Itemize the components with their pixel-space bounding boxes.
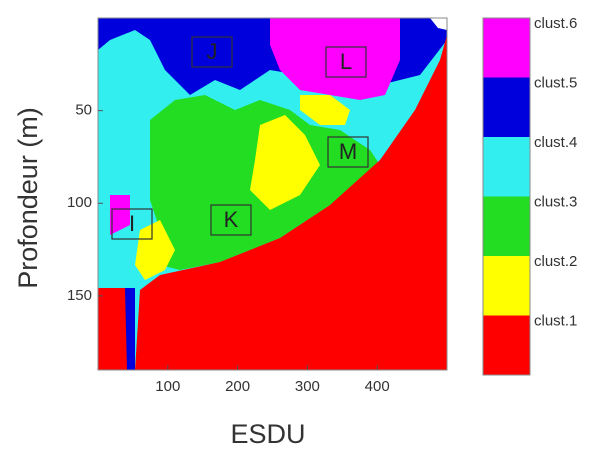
annotation-box [111, 208, 153, 240]
annotation-box [325, 46, 367, 78]
y-tick-label: 150 [67, 287, 92, 304]
cluster-region [135, 220, 175, 280]
cluster-map [97, 17, 448, 371]
plot-frame [97, 17, 448, 371]
colorbar-label: clust.1 [534, 312, 577, 329]
colorbar-swatch [483, 137, 530, 197]
colorbar-swatch [483, 196, 530, 256]
cluster-region [98, 288, 127, 370]
colorbar-label: clust.6 [534, 15, 577, 32]
cluster-region [125, 288, 135, 370]
colorbar-frame [482, 17, 531, 376]
annotation-box [210, 204, 252, 236]
x-axis-label: ESDU [230, 419, 305, 449]
y-tick-label: 50 [75, 102, 92, 119]
cluster-region [110, 195, 130, 235]
annotation: I [129, 211, 135, 236]
cluster-region [190, 140, 240, 205]
colorbar-swatch [483, 315, 530, 375]
cluster-region [135, 35, 447, 370]
colorbar-swatch [483, 18, 530, 78]
colorbar-label: clust.4 [534, 134, 577, 151]
y-axis-label: Profondeur (m) [13, 107, 43, 289]
x-tick-label: 400 [365, 378, 390, 395]
x-tick-label: 100 [155, 378, 180, 395]
x-tick-label: 200 [225, 378, 250, 395]
cluster-region [430, 18, 447, 30]
cluster-region [300, 95, 350, 125]
cluster-region [250, 115, 320, 210]
colorbar-label: clust.3 [534, 193, 577, 210]
y-tick-label: 100 [67, 194, 92, 211]
annotation: J [207, 39, 218, 64]
annotation-box [327, 136, 369, 168]
colorbar-label: clust.2 [534, 253, 577, 270]
x-tick-label: 300 [295, 378, 320, 395]
colorbar-label: clust.5 [534, 74, 577, 91]
annotation-box [191, 36, 233, 68]
annotation: K [224, 207, 239, 232]
cluster-region [270, 18, 400, 100]
colorbar-swatch [483, 77, 530, 137]
colorbar-swatch [483, 256, 530, 316]
annotation: M [339, 139, 357, 164]
annotation: L [340, 49, 352, 74]
